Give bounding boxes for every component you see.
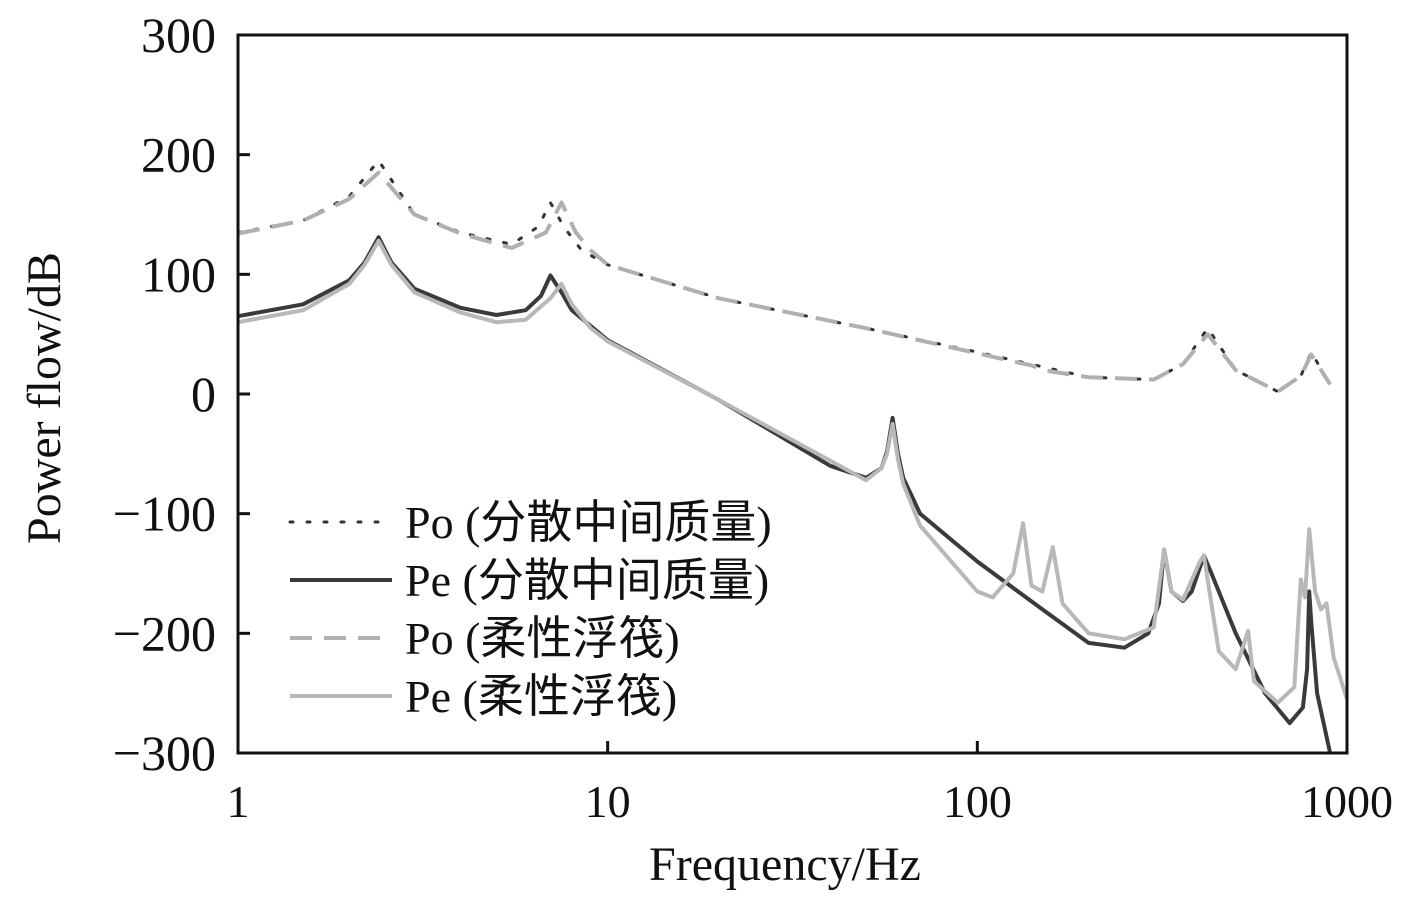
x-tick-label: 1 xyxy=(227,776,250,827)
x-axis-label: Frequency/Hz xyxy=(649,838,921,891)
legend-label: Pe (柔性浮筏) xyxy=(405,671,677,722)
y-tick-label: −200 xyxy=(113,605,216,661)
series-line xyxy=(237,170,1332,394)
series-line xyxy=(237,238,1349,705)
x-tick-label: 10 xyxy=(585,776,631,827)
y-tick-label: 100 xyxy=(141,246,216,302)
legend-label: Po (柔性浮筏) xyxy=(405,613,680,664)
y-tick-label: −300 xyxy=(113,725,216,781)
y-tick-label: 0 xyxy=(191,366,216,422)
y-tick-label: −100 xyxy=(113,486,216,542)
series-line xyxy=(237,235,1333,754)
y-tick-label: 200 xyxy=(141,127,216,183)
x-tick-label: 100 xyxy=(943,776,1012,827)
legend-label: Po (分散中间质量) xyxy=(405,497,772,548)
legend-label: Pe (分散中间质量) xyxy=(405,555,769,606)
x-tick-label: 1000 xyxy=(1301,776,1393,827)
y-tick-label: 300 xyxy=(141,7,216,63)
y-axis-label: Power flow/dB xyxy=(18,252,71,544)
series-line xyxy=(236,159,1332,394)
